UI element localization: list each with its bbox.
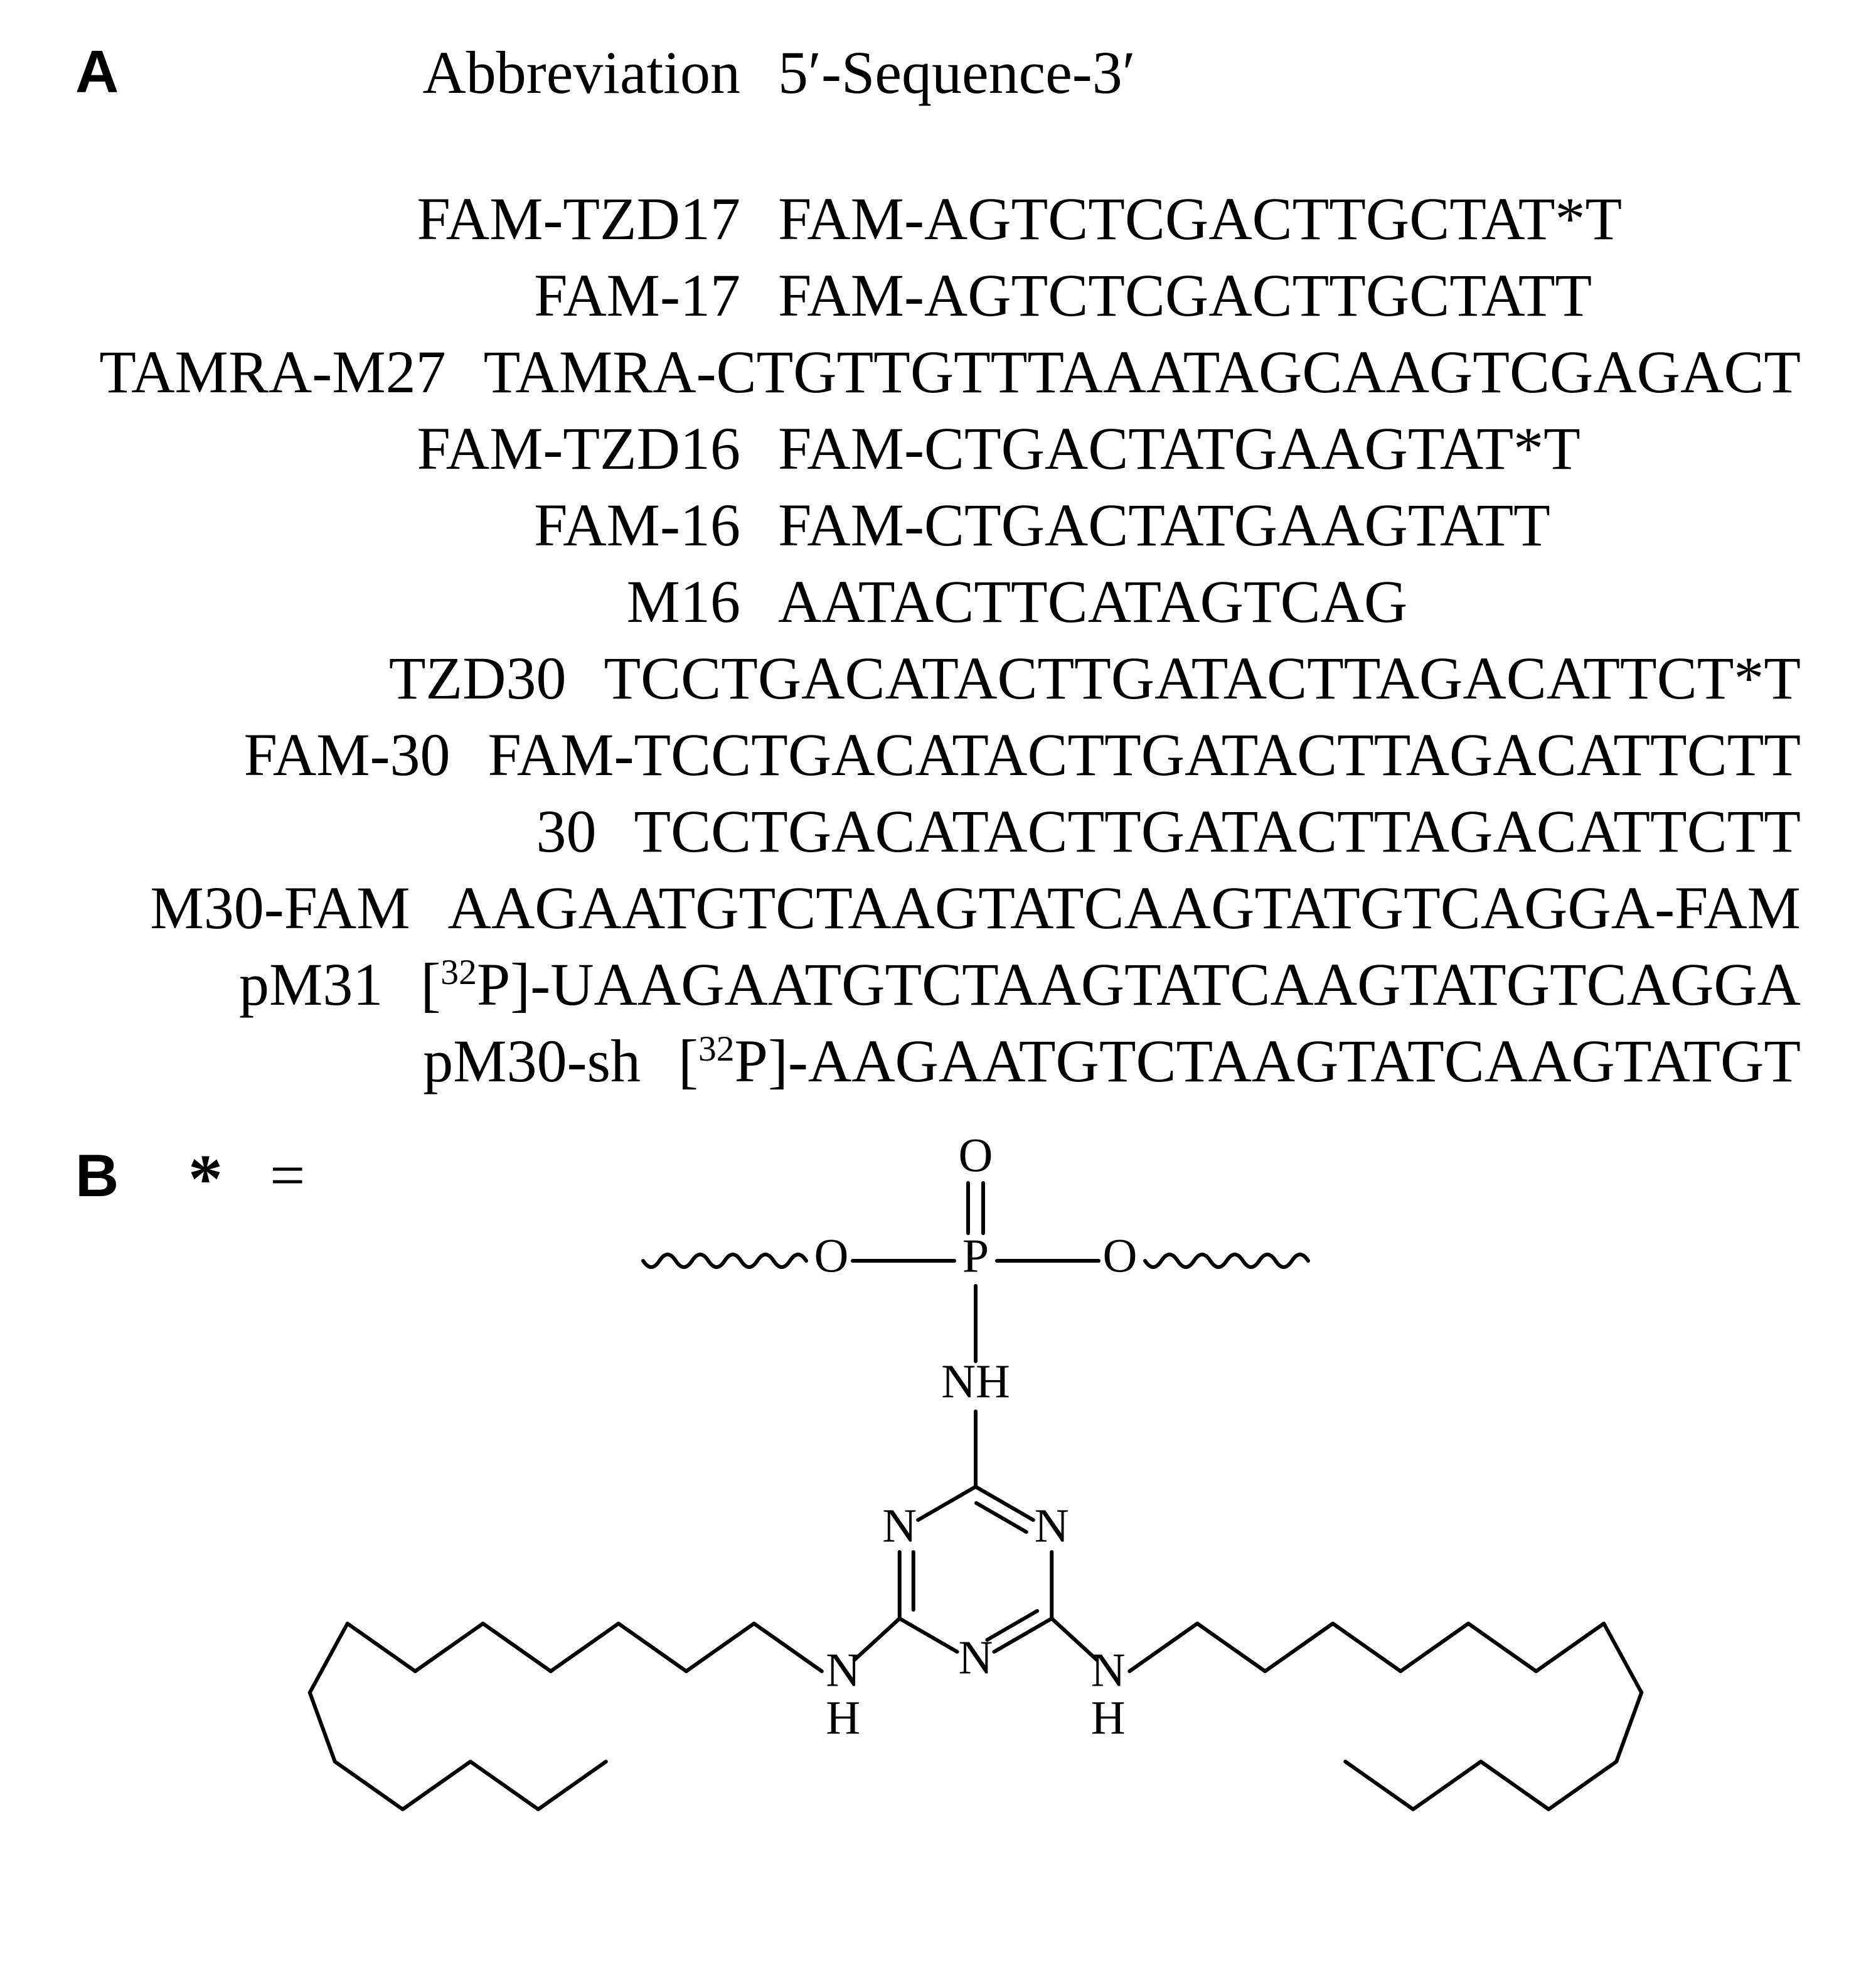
seq-cell: AAGAATGTCTAAGTATCAAGTATGTCAGGA-FAM — [448, 878, 1801, 938]
table-row: FAM-16FAM-CTGACTATGAAGTATT — [75, 495, 1801, 555]
seq-cell: FAM-AGTCTCGACTTGCTATT — [778, 265, 1801, 326]
seq-cell: TCCTGACATACTTGATACTTAGACATTCT*T — [604, 648, 1801, 709]
svg-text:H: H — [1091, 1691, 1126, 1744]
sequence-table: Abbreviation 5′-Sequence-3′ FAM-TZD17FAM… — [75, 38, 1801, 1091]
seq-cell: FAM-CTGACTATGAAGTATT — [778, 495, 1801, 555]
chemical-structure: POOONHNNNNHNH — [75, 1116, 1801, 1964]
abbr-cell: M30-FAM — [75, 878, 448, 938]
svg-text:N: N — [1091, 1644, 1126, 1696]
table-row: M30-FAMAAGAATGTCTAAGTATCAAGTATGTCAGGA-FA… — [75, 878, 1801, 938]
table-row: FAM-TZD16FAM-CTGACTATGAAGTAT*T — [75, 419, 1801, 479]
header-sequence: 5′-Sequence-3′ — [778, 38, 1801, 107]
panel-b: B * = POOONHNNNNHNH — [75, 1116, 1801, 1964]
chemical-structure-svg: POOONHNNNNHNH — [75, 1116, 1876, 1964]
seq-cell: TCCTGACATACTTGATACTTAGACATTCTT — [634, 801, 1801, 862]
table-row: FAM-TZD17FAM-AGTCTCGACTTGCTAT*T — [75, 189, 1801, 249]
abbr-cell: FAM-16 — [75, 495, 778, 555]
svg-text:NH: NH — [941, 1355, 1010, 1408]
abbr-cell: TZD30 — [75, 648, 604, 709]
table-row: pM31[32P]-UAAGAATGTCTAAGTATCAAGTATGTCAGG… — [75, 955, 1801, 1015]
svg-text:N: N — [882, 1499, 917, 1552]
table-row: pM30-sh[32P]-AAGAATGTCTAAGTATCAAGTATGT — [75, 1031, 1801, 1091]
seq-cell: [32P]-UAAGAATGTCTAAGTATCAAGTATGTCAGGA — [420, 955, 1801, 1015]
header-abbreviation: Abbreviation — [75, 38, 778, 107]
seq-cell: AATACTTCATAGTCAG — [778, 572, 1801, 632]
svg-text:N: N — [826, 1644, 860, 1696]
seq-cell: TAMRA-CTGTTGTTTAAATAGCAAGTCGAGACT — [484, 342, 1801, 402]
abbr-cell: FAM-TZD17 — [75, 189, 778, 249]
seq-cell: FAM-AGTCTCGACTTGCTAT*T — [778, 189, 1801, 249]
svg-text:H: H — [826, 1691, 860, 1744]
table-row: 30TCCTGACATACTTGATACTTAGACATTCTT — [75, 801, 1801, 862]
svg-text:O: O — [1103, 1229, 1138, 1282]
table-row: M16AATACTTCATAGTCAG — [75, 572, 1801, 632]
abbr-cell: TAMRA-M27 — [75, 342, 484, 402]
abbr-cell: pM31 — [75, 955, 420, 1015]
table-header-row: Abbreviation 5′-Sequence-3′ — [75, 38, 1801, 107]
abbr-cell: M16 — [75, 572, 778, 632]
abbr-cell: FAM-17 — [75, 265, 778, 326]
svg-text:N: N — [959, 1631, 993, 1684]
abbr-cell: FAM-TZD16 — [75, 419, 778, 479]
svg-text:O: O — [959, 1129, 993, 1182]
panel-a-label: A — [75, 38, 119, 107]
abbr-cell: FAM-30 — [75, 725, 488, 785]
table-row: TAMRA-M27TAMRA-CTGTTGTTTAAATAGCAAGTCGAGA… — [75, 342, 1801, 402]
seq-cell: FAM-CTGACTATGAAGTAT*T — [778, 419, 1801, 479]
table-body: FAM-TZD17FAM-AGTCTCGACTTGCTAT*TFAM-17FAM… — [75, 189, 1801, 1091]
panel-a: A Abbreviation 5′-Sequence-3′ FAM-TZD17F… — [75, 38, 1801, 1091]
abbr-cell: pM30-sh — [75, 1031, 678, 1091]
table-row: FAM-30FAM-TCCTGACATACTTGATACTTAGACATTCTT — [75, 725, 1801, 785]
svg-text:O: O — [814, 1229, 849, 1282]
seq-cell: FAM-TCCTGACATACTTGATACTTAGACATTCTT — [488, 725, 1801, 785]
svg-text:N: N — [1035, 1499, 1069, 1552]
seq-cell: [32P]-AAGAATGTCTAAGTATCAAGTATGT — [678, 1031, 1801, 1091]
abbr-cell: 30 — [75, 801, 634, 862]
table-row: FAM-17FAM-AGTCTCGACTTGCTATT — [75, 265, 1801, 326]
svg-text:P: P — [962, 1229, 989, 1282]
table-row: TZD30TCCTGACATACTTGATACTTAGACATTCT*T — [75, 648, 1801, 709]
